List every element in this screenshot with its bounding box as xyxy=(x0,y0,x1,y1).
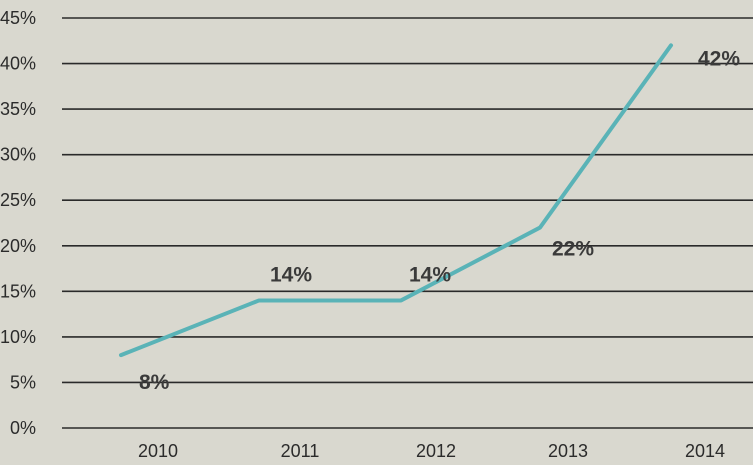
x-tick-label: 2011 xyxy=(281,441,320,461)
data-label: 42% xyxy=(698,47,740,70)
y-axis-tick-labels: 0% 5% 10% 15% 20% 25% 30% 35% 40% 45% xyxy=(0,8,36,438)
y-tick-label: 25% xyxy=(0,190,36,210)
y-tick-label: 15% xyxy=(0,281,36,301)
x-tick-label: 2010 xyxy=(138,441,178,461)
x-tick-label: 2012 xyxy=(416,441,456,461)
y-tick-label: 45% xyxy=(0,8,36,28)
data-labels: 8% 14% 14% 22% 42% xyxy=(139,47,740,394)
y-tick-label: 20% xyxy=(0,236,36,256)
data-label: 22% xyxy=(552,238,594,261)
x-tick-label: 2014 xyxy=(685,441,725,461)
y-tick-label: 0% xyxy=(10,418,36,438)
gridlines xyxy=(62,17,753,429)
y-tick-label: 35% xyxy=(0,99,36,119)
series-lines xyxy=(119,43,673,358)
x-tick-label: 2013 xyxy=(548,441,588,461)
x-axis-tick-labels: 2010 2011 2012 2013 2014 xyxy=(138,441,725,461)
data-label: 14% xyxy=(270,263,312,286)
data-label: 14% xyxy=(409,263,451,286)
y-tick-label: 5% xyxy=(10,372,36,392)
y-tick-label: 30% xyxy=(0,145,36,165)
y-tick-label: 40% xyxy=(0,54,36,74)
series-line xyxy=(119,43,673,358)
y-tick-label: 10% xyxy=(0,327,36,347)
data-label: 8% xyxy=(139,371,170,394)
